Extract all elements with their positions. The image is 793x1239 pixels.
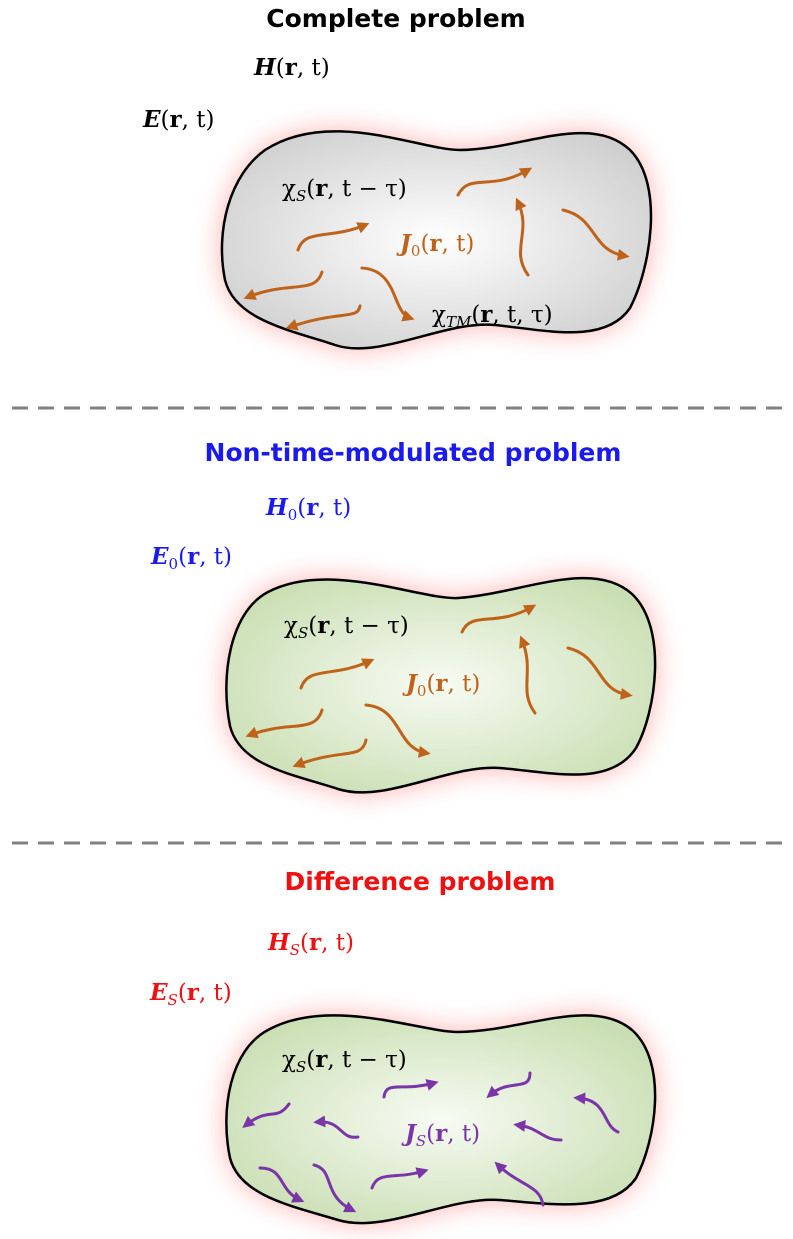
scatterer-body: [225, 1014, 657, 1225]
current-arrow: [561, 208, 630, 261]
current-arrow: [242, 1102, 291, 1128]
magnetic-field-label: HS(r, t): [267, 929, 354, 959]
time-modulation-label: χTM(r, t, τ): [432, 301, 553, 331]
current-arrow: [313, 1115, 360, 1139]
electric-field-label: ES(r, t): [149, 979, 232, 1009]
panel-title: Non-time-modulated problem: [205, 438, 622, 467]
current-arrow: [258, 1166, 305, 1203]
current-arrow: [460, 604, 537, 634]
current-arrow: [519, 635, 537, 715]
electric-field-label: E(r, t): [142, 106, 214, 133]
susceptibility-label: χS(r, t − τ): [282, 175, 407, 205]
current-arrow: [292, 738, 368, 769]
current-arrow: [360, 266, 415, 322]
current-arrow: [245, 708, 324, 739]
current-arrow: [296, 222, 370, 252]
current-arrow: [364, 703, 431, 758]
panel-difference: Difference problem HS(r, t) ES(r, t) χS(…: [149, 867, 657, 1225]
current-arrow: [382, 1079, 439, 1099]
current-arrow: [494, 1161, 545, 1207]
susceptibility-label: χS(r, t − τ): [282, 1046, 407, 1076]
current-arrow: [566, 646, 633, 700]
current-arrow: [312, 1163, 357, 1213]
current-arrow: [370, 1167, 429, 1190]
scatterer-body: [220, 130, 653, 350]
current-source-label: JS(r, t): [401, 1120, 480, 1150]
electric-field-label: E0(r, t): [150, 543, 232, 573]
current-arrow: [573, 1092, 620, 1134]
current-arrow: [285, 304, 362, 331]
current-arrow: [299, 658, 375, 690]
panel-title: Complete problem: [266, 4, 525, 33]
scatterer-body: [225, 576, 657, 794]
panel-complete: Complete problem H(r, t) E(r, t) χS(r, t…: [142, 4, 653, 350]
susceptibility-label: χS(r, t − τ): [284, 612, 409, 642]
current-arrow: [243, 270, 324, 300]
current-arrow: [515, 197, 530, 277]
magnetic-field-label: H0(r, t): [265, 494, 351, 524]
panel-non-time-modulated: Non-time-modulated problem H0(r, t) E0(r…: [150, 438, 657, 794]
current-arrow: [486, 1071, 532, 1099]
current-arrow: [513, 1120, 563, 1142]
panel-title: Difference problem: [285, 867, 556, 896]
current-source-label: J0(r, t): [402, 670, 480, 700]
magnetic-field-label: H(r, t): [253, 54, 330, 81]
current-arrow: [456, 167, 533, 197]
current-source-label: J0(r, t): [396, 230, 474, 260]
